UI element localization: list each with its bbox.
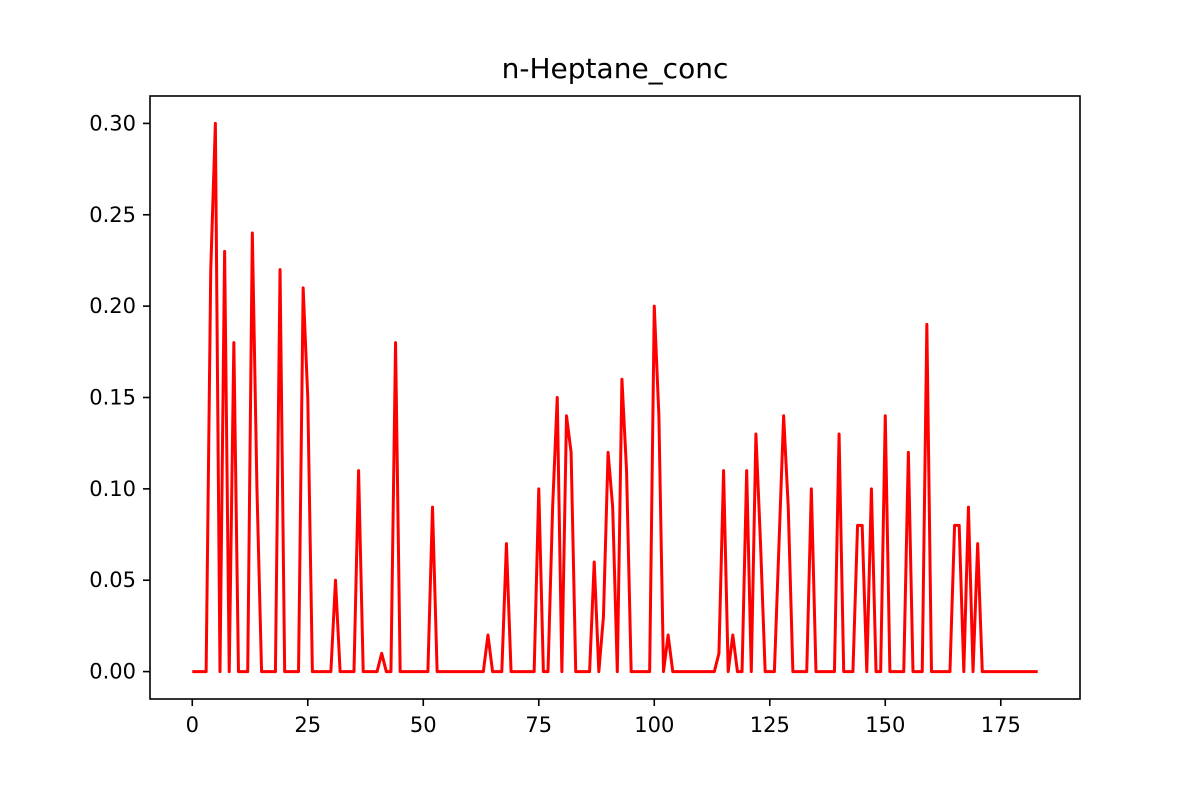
y-tick-label: 0.10 bbox=[89, 477, 136, 501]
y-tick-label: 0.05 bbox=[89, 568, 136, 592]
ticks-layer: 0 25 50 75 100 125 150 175 0.00 0.05 0.10 0.15 0.20 0… bbox=[89, 111, 1021, 737]
chart-title: n-Heptane_conc bbox=[502, 52, 729, 85]
plot-area-frame bbox=[149, 95, 1081, 700]
y-tick-label: 0.20 bbox=[89, 294, 136, 318]
x-tick-label: 0 bbox=[186, 713, 199, 737]
x-tick-label: 150 bbox=[865, 713, 905, 737]
x-tick-label: 75 bbox=[525, 713, 552, 737]
x-tick-label: 175 bbox=[981, 713, 1021, 737]
series-line bbox=[192, 121, 1038, 674]
x-tick-label: 100 bbox=[634, 713, 674, 737]
y-tick-label: 0.15 bbox=[89, 386, 136, 410]
y-tick-label: 0.00 bbox=[89, 660, 136, 684]
y-tick-label: 0.30 bbox=[89, 111, 136, 135]
x-tick-label: 50 bbox=[410, 713, 437, 737]
x-tick-label: 125 bbox=[750, 713, 790, 737]
y-tick-label: 0.25 bbox=[89, 203, 136, 227]
series-layer bbox=[192, 121, 1038, 674]
x-tick-label: 25 bbox=[294, 713, 321, 737]
